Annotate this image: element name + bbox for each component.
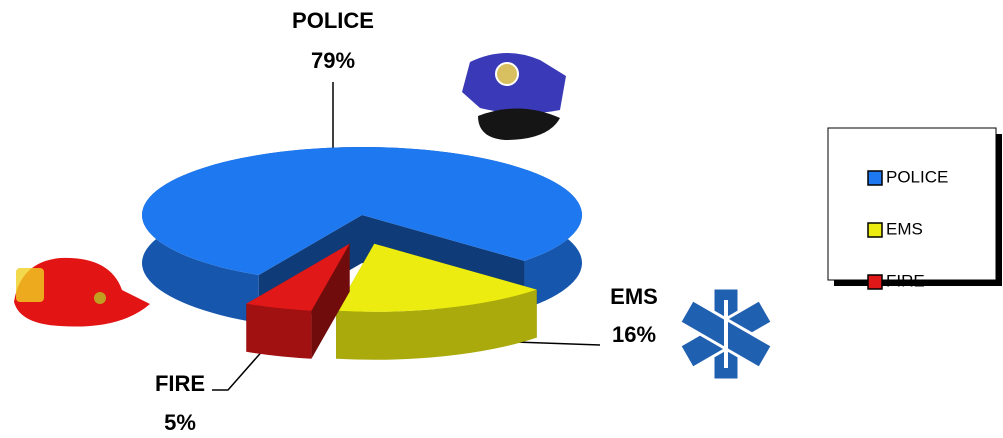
legend-label: EMS <box>886 219 923 238</box>
legend-swatch <box>867 274 883 290</box>
slice <box>142 147 582 276</box>
legend-label: POLICE <box>886 167 948 186</box>
legend-swatch <box>867 170 883 186</box>
data-label-name: POLICE <box>292 8 374 33</box>
police-cap-icon <box>462 52 566 140</box>
star-of-life-icon <box>677 286 775 382</box>
slice <box>336 243 537 312</box>
data-label-name: FIRE <box>155 371 205 396</box>
data-label: 16% <box>612 322 656 347</box>
legend-entries: POLICE EMS FIRE <box>867 167 948 290</box>
fire-helmet-icon <box>14 257 150 327</box>
slice-side <box>246 303 312 359</box>
pie <box>142 147 583 360</box>
data-label: 5% <box>164 410 196 435</box>
slice <box>246 243 350 311</box>
legend-swatch <box>867 222 883 238</box>
slice-side <box>336 289 537 360</box>
leader-line <box>212 339 273 391</box>
data-label: 79% <box>311 48 355 73</box>
legend-label: FIRE <box>886 271 925 290</box>
data-label-name: EMS <box>610 284 658 309</box>
legend <box>827 127 997 281</box>
